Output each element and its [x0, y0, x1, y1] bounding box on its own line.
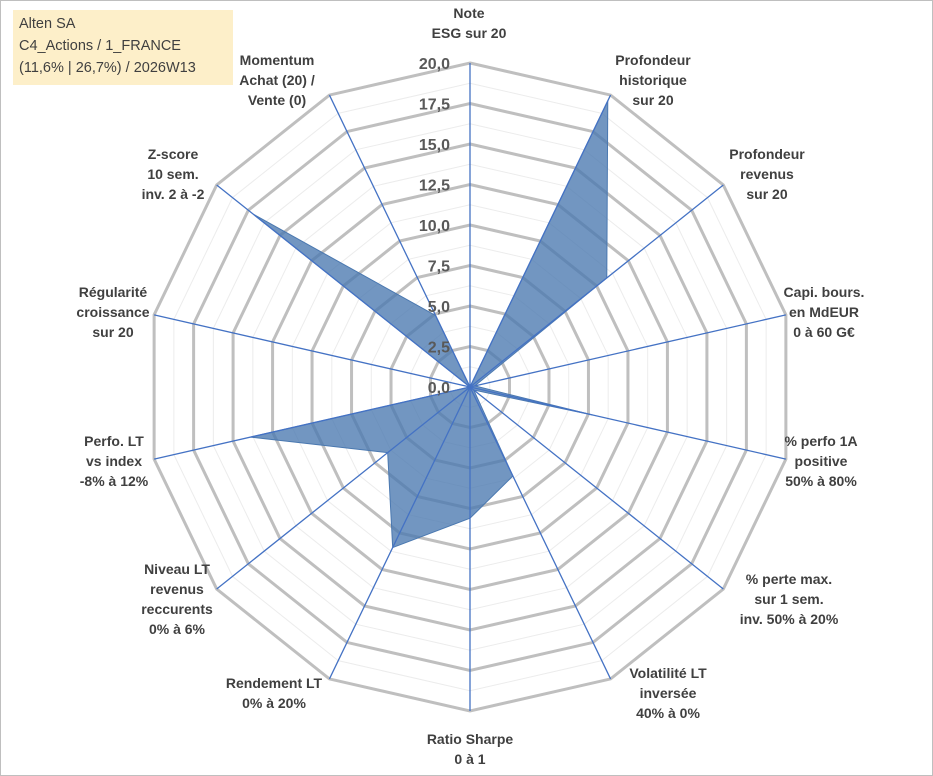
axis-spoke	[328, 386, 471, 680]
axis-label-perfo-1a: % perfo 1A positive 50% à 80%	[784, 433, 858, 489]
tick-label: 0,0	[428, 380, 450, 397]
tick-label: 12,5	[419, 178, 450, 195]
axis-spoke	[469, 386, 724, 590]
performance-label: (11,6% | 26,7%) / 2026W13	[19, 60, 196, 76]
axis-label-perte-max: % perte max. sur 1 sem. inv. 50% à 20%	[739, 571, 839, 627]
tick-label: 7,5	[428, 259, 450, 276]
axis-label-esg: Note ESG sur 20	[431, 5, 507, 41]
tick-label: 15,0	[419, 137, 450, 154]
tick-label: 5,0	[428, 299, 450, 316]
axis-label-volatilite: Volatilité LT inversée 40% à 0%	[629, 665, 707, 721]
axis-spoke	[153, 314, 471, 388]
axis-spoke	[469, 94, 612, 388]
tick-label: 2,5	[428, 340, 450, 357]
axis-label-rendement-lt: Rendement LT 0% à 20%	[225, 675, 323, 711]
series-area	[250, 100, 609, 549]
axis-label-regularite: Régularité croissance sur 20	[76, 284, 150, 340]
company-name: Alten SA	[19, 16, 76, 32]
axis-spoke	[469, 386, 787, 460]
axis-label-profondeur-historique: Profondeur historique sur 20	[615, 52, 691, 108]
axis-spoke	[328, 94, 471, 388]
axis-label-momentum: Momentum Achat (20) / Vente (0)	[239, 52, 315, 108]
axis-label-profondeur-revenus: Profondeur revenus sur 20	[729, 146, 805, 202]
axis-spoke	[216, 184, 471, 388]
tick-label: 10,0	[419, 218, 450, 235]
axis-label-capi: Capi. bours. en MdEUR 0 à 60 G€	[783, 284, 865, 340]
axis-spoke	[469, 386, 612, 680]
tick-label: 20,0	[419, 56, 450, 73]
axis-label-perfo-lt: Perfo. LT vs index -8% à 12%	[79, 433, 149, 489]
axis-spoke	[216, 386, 471, 590]
axis-label-ratio-sharpe: Ratio Sharpe 0 à 1	[426, 731, 514, 767]
axis-label-niveau-lt: Niveau LT revenus reccurents 0% à 6%	[141, 561, 213, 637]
axis-spoke	[469, 314, 787, 388]
category-label: C4_Actions / 1_FRANCE	[19, 38, 181, 54]
info-box: Alten SA C4_Actions / 1_FRANCE (11,6% | …	[13, 10, 233, 85]
axis-spoke	[153, 386, 471, 460]
tick-label: 17,5	[419, 97, 450, 114]
axis-spoke	[469, 184, 724, 388]
axis-label-z-score: Z-score 10 sem. inv. 2 à -2	[141, 146, 205, 202]
